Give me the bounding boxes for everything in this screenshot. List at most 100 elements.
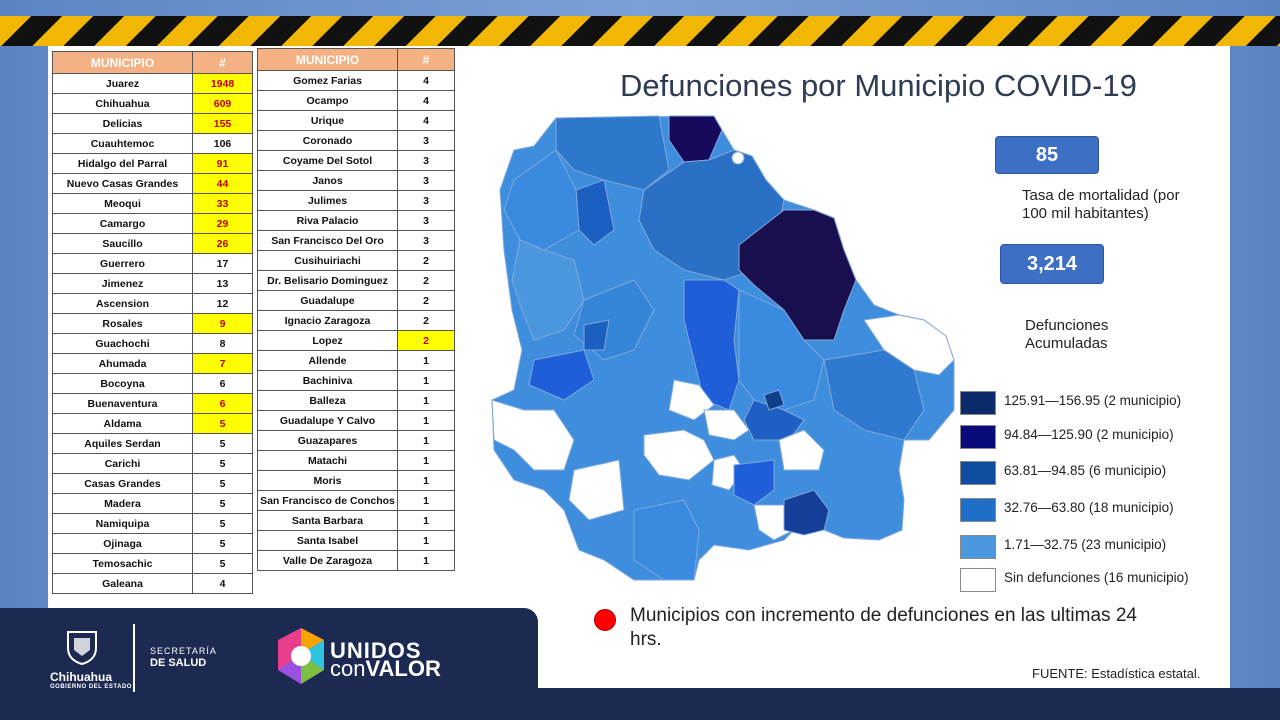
secretaria-salud-label: DE SALUD — [150, 657, 207, 669]
map-region — [633, 499, 700, 581]
campaign-logo-icon — [278, 628, 324, 684]
death-count: 1 — [397, 430, 455, 451]
table-row: Camargo 29 — [52, 213, 253, 234]
table-row: Julimes 3 — [257, 190, 455, 211]
municipio-name: Guerrero — [52, 253, 193, 274]
table-row: San Francisco Del Oro 3 — [257, 230, 455, 251]
state-shield-icon — [67, 631, 97, 666]
source-label: FUENTE: Estadística estatal. — [1032, 666, 1201, 681]
table-row: Urique 4 — [257, 110, 455, 131]
municipio-name: Jimenez — [52, 273, 193, 294]
municipio-table-left: MUNICIPIO # Juarez 1948 Chihuahua 609 Delici… — [52, 51, 253, 594]
table-row: Carichi 5 — [52, 453, 253, 474]
municipio-name: Balleza — [257, 390, 398, 411]
death-count: 5 — [192, 533, 253, 554]
table-row: Saucillo 26 — [52, 233, 253, 254]
municipio-name: Ocampo — [257, 90, 398, 111]
hazard-stripe-banner — [0, 16, 1280, 46]
death-count: 5 — [192, 493, 253, 514]
table-row: Cuauhtemoc 106 — [52, 133, 253, 154]
death-count: 3 — [397, 190, 455, 211]
table-row: Balleza 1 — [257, 390, 455, 411]
table-row: Madera 5 — [52, 493, 253, 514]
map-region — [703, 409, 750, 441]
map-region — [555, 115, 670, 191]
table-row: Ascension 12 — [52, 293, 253, 314]
map-region — [733, 459, 775, 506]
table-row: Santa Isabel 1 — [257, 530, 455, 551]
death-count: 1 — [397, 490, 455, 511]
map-region — [583, 319, 610, 351]
map-region — [683, 279, 740, 411]
municipio-name: Delicias — [52, 113, 193, 134]
municipio-name: Ahumada — [52, 353, 193, 374]
municipio-name: Ojinaga — [52, 533, 193, 554]
table-row: Janos 3 — [257, 170, 455, 191]
municipio-name: Guazapares — [257, 430, 398, 451]
death-count: 3 — [397, 170, 455, 191]
municipio-name: Bocoyna — [52, 373, 193, 394]
death-count: 3 — [397, 150, 455, 171]
table-row: Gomez Farias 4 — [257, 70, 455, 91]
table-row: Coronado 3 — [257, 130, 455, 151]
death-count: 33 — [192, 193, 253, 214]
table-row: Ocampo 4 — [257, 90, 455, 111]
death-count: 2 — [397, 290, 455, 311]
municipio-name: Valle De Zaragoza — [257, 550, 398, 571]
death-count: 2 — [397, 310, 455, 331]
state-name: Chihuahua — [50, 670, 112, 684]
municipio-name: Buenaventura — [52, 393, 193, 414]
death-count: 7 — [192, 353, 253, 374]
death-count: 44 — [192, 173, 253, 194]
header-municipio: MUNICIPIO — [52, 51, 193, 74]
map-region — [491, 399, 575, 471]
table-row: Namiquipa 5 — [52, 513, 253, 534]
municipio-name: Julimes — [257, 190, 398, 211]
death-count: 13 — [192, 273, 253, 294]
death-count: 155 — [192, 113, 253, 134]
legend-swatch — [960, 461, 996, 485]
municipio-name: Cusihuiriachi — [257, 250, 398, 271]
campaign-title: UNIDOS — [330, 638, 422, 663]
table-row: Guazapares 1 — [257, 430, 455, 451]
municipio-name: Aquiles Serdan — [52, 433, 193, 454]
legend-label: 63.81—94.85 (6 municipio) — [1004, 463, 1167, 478]
death-count: 2 — [397, 330, 455, 351]
map-region — [528, 349, 595, 401]
death-count: 5 — [192, 453, 253, 474]
municipio-name: Casas Grandes — [52, 473, 193, 494]
increase-note: Municipios con incremento de defunciones… — [630, 605, 1137, 650]
header-count: # — [192, 51, 253, 74]
map-region — [738, 209, 857, 341]
municipio-name: San Francisco Del Oro — [257, 230, 398, 251]
municipio-name: Moris — [257, 470, 398, 491]
table-row: Chihuahua 609 — [52, 93, 253, 114]
table-row: Casas Grandes 5 — [52, 473, 253, 494]
table-row: Juarez 1948 — [52, 73, 253, 94]
table-row: San Francisco de Conchos 1 — [257, 490, 455, 511]
map-region — [738, 289, 825, 411]
table-row: Moris 1 — [257, 470, 455, 491]
table-row: Aquiles Serdan 5 — [52, 433, 253, 454]
death-count: 5 — [192, 433, 253, 454]
chihuahua-map — [491, 115, 955, 581]
death-count: 1 — [397, 510, 455, 531]
legend-swatch — [960, 498, 996, 522]
table-row: Rosales 9 — [52, 313, 253, 334]
table-row: Santa Barbara 1 — [257, 510, 455, 531]
table-row: Galeana 4 — [52, 573, 253, 594]
death-count: 3 — [397, 130, 455, 151]
legend-label: 32.76—63.80 (18 municipio) — [1004, 500, 1174, 515]
map-region — [511, 239, 585, 341]
campaign-valor: VALOR — [365, 656, 441, 681]
death-count: 1 — [397, 390, 455, 411]
death-count: 5 — [192, 553, 253, 574]
footer-divider — [133, 624, 135, 692]
legend-swatch — [960, 568, 996, 592]
table-row: Lopez 2 — [257, 330, 455, 351]
table-row: Ojinaga 5 — [52, 533, 253, 554]
municipio-name: Namiquipa — [52, 513, 193, 534]
map-region — [568, 459, 625, 521]
map-region — [778, 429, 825, 471]
death-count: 1 — [397, 470, 455, 491]
